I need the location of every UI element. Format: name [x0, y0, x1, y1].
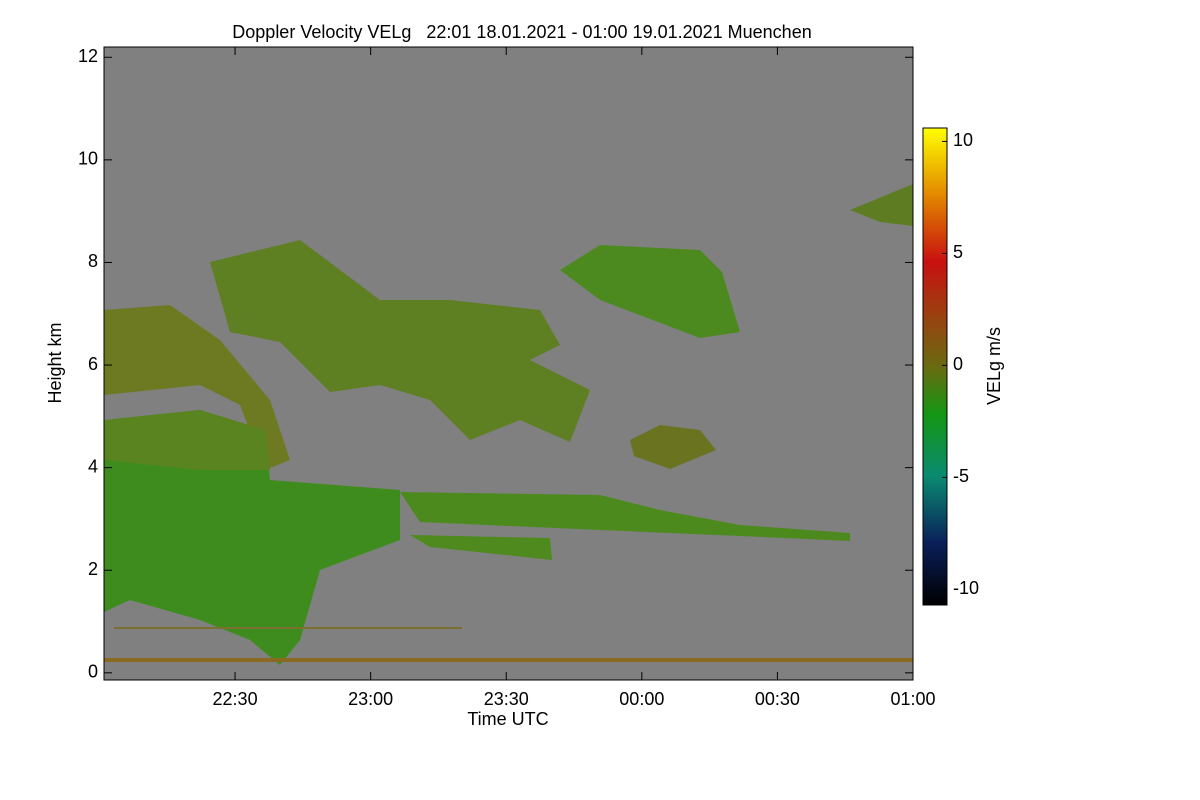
- plot-frame: [103, 46, 914, 681]
- y-tick-label: 0: [88, 662, 98, 682]
- y-tick-label: 2: [88, 559, 98, 579]
- colorbar-tick-label: 10: [953, 130, 973, 150]
- colorbar-tick-label: -5: [953, 466, 969, 486]
- colorbar-tick-label: 0: [953, 354, 963, 374]
- y-tick-label: 6: [88, 354, 98, 374]
- x-axis-label: Time UTC: [467, 709, 548, 729]
- y-tick-label: 4: [88, 456, 98, 476]
- x-tick-label: 00:00: [619, 689, 664, 709]
- chart-title: Doppler Velocity VELg 22:01 18.01.2021 -…: [232, 22, 811, 42]
- y-tick-label: 12: [78, 46, 98, 66]
- colorbar-tick-label: -10: [953, 578, 979, 598]
- x-tick-label: 22:30: [213, 689, 258, 709]
- x-tick-label: 23:00: [348, 689, 393, 709]
- x-tick-label: 23:30: [484, 689, 529, 709]
- colorbar-label: VELg m/s: [984, 327, 1004, 405]
- colorbar-tick-label: 5: [953, 242, 963, 262]
- y-tick-label: 8: [88, 251, 98, 271]
- y-tick-label: 10: [78, 149, 98, 169]
- colorbar: [922, 127, 948, 606]
- x-tick-label: 00:30: [755, 689, 800, 709]
- velocity-field: [104, 184, 913, 665]
- y-axis-label: Height km: [45, 322, 65, 403]
- x-tick-label: 01:00: [890, 689, 935, 709]
